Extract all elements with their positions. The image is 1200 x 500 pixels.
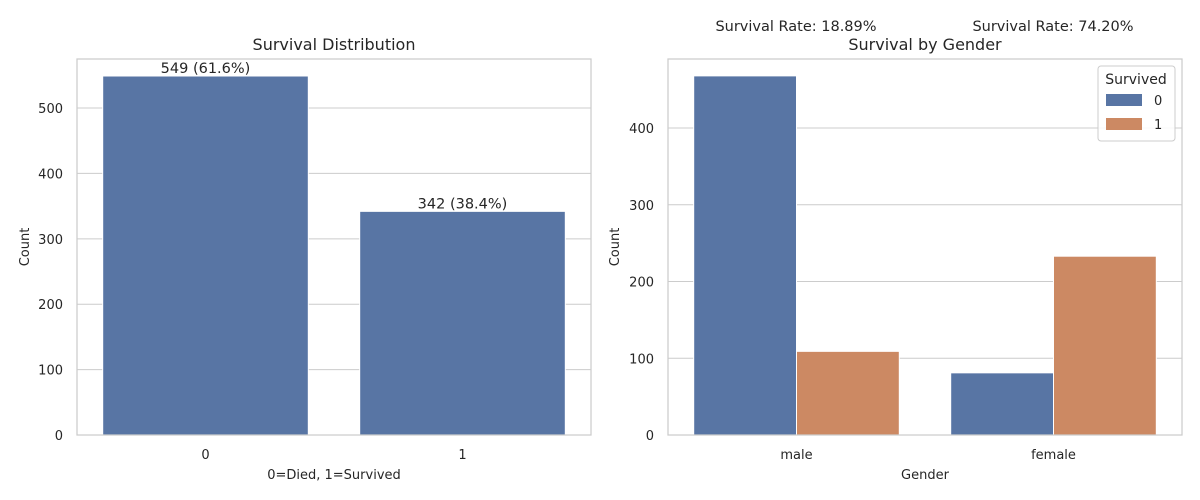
x-tick-label: 0 xyxy=(201,448,209,463)
y-tick-label: 200 xyxy=(629,276,654,291)
bar-value-label: 342 (38.4%) xyxy=(418,196,508,212)
bar-value-label: 549 (61.6%) xyxy=(161,61,251,77)
y-tick-label: 400 xyxy=(38,167,63,182)
y-tick-label: 0 xyxy=(55,429,63,444)
bar-male-survived-0 xyxy=(693,75,798,436)
y-tick-label: 200 xyxy=(38,298,63,313)
survival-by-gender-chart: Survival Rate: 18.89% Survival Rate: 74.… xyxy=(608,19,1183,483)
legend-swatch-1 xyxy=(1106,118,1142,130)
bar-1 xyxy=(359,210,566,436)
chart-title: Survival by Gender xyxy=(848,35,1002,54)
bar-male-survived-1 xyxy=(796,350,900,436)
x-tick-label: male xyxy=(780,448,812,463)
legend-label-1: 1 xyxy=(1154,118,1162,133)
x-axis-label: 0=Died, 1=Survived xyxy=(267,468,401,483)
plot-frame xyxy=(667,58,1183,436)
y-tick-label: 400 xyxy=(629,122,654,137)
plot-frame xyxy=(76,58,592,436)
y-tick-label: 300 xyxy=(629,199,654,214)
legend-swatch-0 xyxy=(1106,94,1142,106)
y-tick-label: 100 xyxy=(38,364,63,379)
bar-female-survived-0 xyxy=(950,372,1055,436)
y-axis-label: Count xyxy=(608,228,623,267)
y-tick-label: 100 xyxy=(629,352,654,367)
survival-distribution-chart: Survival Distribution 0 100 200 300 400 500 0… xyxy=(18,35,592,483)
bar-female-survived-1 xyxy=(1053,255,1157,436)
y-tick-label: 500 xyxy=(38,102,63,117)
y-axis-label: Count xyxy=(18,228,33,267)
chart-title: Survival Distribution xyxy=(253,35,416,54)
x-tick-label: female xyxy=(1031,448,1076,463)
x-axis-label: Gender xyxy=(901,468,950,483)
x-tick-label: 1 xyxy=(458,448,466,463)
legend: Survived 0 1 xyxy=(1097,65,1176,142)
y-tick-label: 300 xyxy=(38,233,63,248)
annotation-male-survival-rate: Survival Rate: 18.89% xyxy=(715,19,876,35)
bar-0 xyxy=(102,75,309,436)
y-tick-label: 0 xyxy=(646,429,654,444)
legend-title: Survived xyxy=(1105,72,1166,88)
annotation-female-survival-rate: Survival Rate: 74.20% xyxy=(972,19,1133,35)
legend-label-0: 0 xyxy=(1154,94,1162,109)
